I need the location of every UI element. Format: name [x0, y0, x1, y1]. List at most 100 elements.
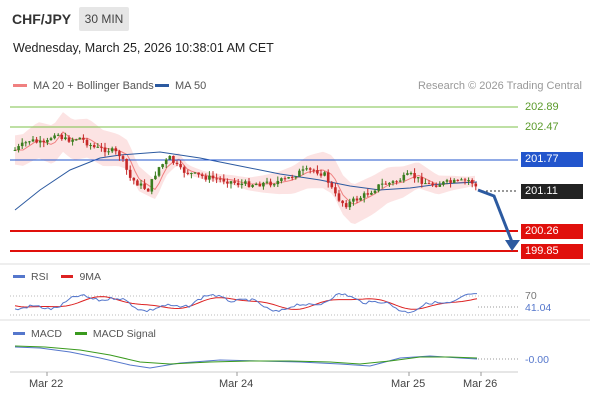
candle-body: [280, 178, 283, 181]
support2-label: 199.85: [521, 244, 583, 259]
candle-body: [330, 182, 334, 188]
candle-body: [262, 182, 265, 187]
candle-body: [146, 188, 150, 192]
candle-body: [316, 170, 319, 174]
ma20-swatch: [13, 83, 27, 87]
candle-body: [179, 164, 182, 168]
candle-body: [373, 190, 377, 193]
candle-body: [236, 182, 240, 186]
candle-body: [64, 137, 67, 140]
candle-body: [20, 142, 24, 147]
legend-ma20: MA 20 + Bollinger Bands: [13, 80, 154, 92]
forecast-arrow-head: [505, 240, 520, 251]
candle-body: [42, 140, 46, 143]
x-label-mar22: Mar 22: [29, 378, 64, 390]
macd-signal-label: MACD Signal: [92, 328, 156, 340]
candle-body: [337, 193, 341, 201]
ma50-label: MA 50: [175, 80, 207, 92]
candle-body: [28, 141, 31, 143]
candle-body: [150, 179, 154, 192]
candle-body: [319, 173, 323, 176]
macd-signal-swatch: [74, 331, 87, 335]
candle-body: [31, 139, 35, 142]
candle-body: [269, 181, 272, 186]
candle-body: [92, 145, 96, 148]
candle-body: [96, 146, 100, 148]
candle-body: [197, 172, 200, 175]
ma50-swatch: [155, 83, 169, 87]
candle-body: [388, 182, 391, 185]
candle-body: [204, 176, 208, 180]
candle-body: [463, 179, 467, 181]
candle-body: [24, 142, 28, 144]
candle-body: [229, 181, 233, 184]
macd-signal-line: [14, 345, 478, 365]
candle-body: [254, 184, 258, 186]
candle-body: [445, 180, 449, 182]
candle-body: [172, 155, 175, 163]
candle-body: [312, 169, 316, 171]
candle-body: [211, 175, 215, 179]
rsi-line: [14, 292, 477, 314]
candle-body: [424, 183, 427, 185]
candle-body: [308, 168, 312, 170]
candle-body: [60, 134, 64, 140]
candle-body: [67, 137, 71, 142]
candle-body: [222, 178, 226, 182]
candle-body: [409, 173, 413, 175]
candle-body: [352, 198, 355, 202]
candle-body: [125, 158, 128, 170]
candle-body: [290, 177, 294, 179]
candle-body: [208, 175, 211, 180]
timeframe-button[interactable]: 30 MIN: [79, 7, 129, 31]
candle-body: [182, 167, 186, 173]
candle-body: [233, 181, 236, 183]
rsi-ma-swatch: [61, 274, 74, 278]
candle-body: [218, 178, 222, 180]
candle-body: [38, 140, 42, 143]
rsi-ma-label: 9MA: [79, 271, 102, 283]
rsi-value-label: 41.04: [525, 302, 552, 314]
candle-body: [136, 180, 139, 186]
candle-body: [251, 185, 254, 187]
candle-body: [89, 145, 92, 147]
candle-body: [272, 184, 276, 186]
candle-body: [370, 192, 373, 195]
candle-body: [366, 193, 370, 195]
candle-body: [276, 180, 280, 185]
candle-body: [359, 197, 362, 201]
candle-body: [71, 139, 74, 142]
candle-body: [154, 175, 157, 180]
candle-body: [380, 183, 384, 185]
candle-body: [301, 169, 305, 171]
candle-body: [107, 151, 110, 153]
candle-body: [420, 177, 424, 184]
candle-body: [200, 174, 204, 177]
candle-body: [121, 156, 125, 159]
candle-body: [110, 148, 114, 152]
candle-body: [193, 172, 197, 174]
pivot-label: 201.77: [521, 152, 583, 167]
legend-ma50: MA 50: [155, 80, 206, 92]
candle-body: [442, 181, 445, 185]
candle-body: [326, 172, 330, 183]
macd-value-label: -0.00: [525, 354, 549, 366]
candle-body: [128, 169, 132, 178]
candle-body: [35, 139, 38, 143]
candle-body: [341, 200, 344, 204]
rsi-level-70-label: 70: [525, 290, 537, 302]
candle-body: [53, 135, 56, 139]
candle-body: [427, 183, 431, 185]
candle-body: [474, 183, 478, 187]
candle-body: [78, 137, 82, 140]
candle-body: [398, 180, 402, 182]
candle-body: [456, 179, 460, 181]
candle-body: [449, 180, 452, 183]
candle-body: [406, 173, 409, 175]
candle-body: [265, 181, 269, 183]
macd-label: MACD: [31, 328, 62, 340]
candle-body: [402, 174, 406, 181]
candle-body: [82, 137, 85, 140]
candle-body: [395, 181, 398, 183]
